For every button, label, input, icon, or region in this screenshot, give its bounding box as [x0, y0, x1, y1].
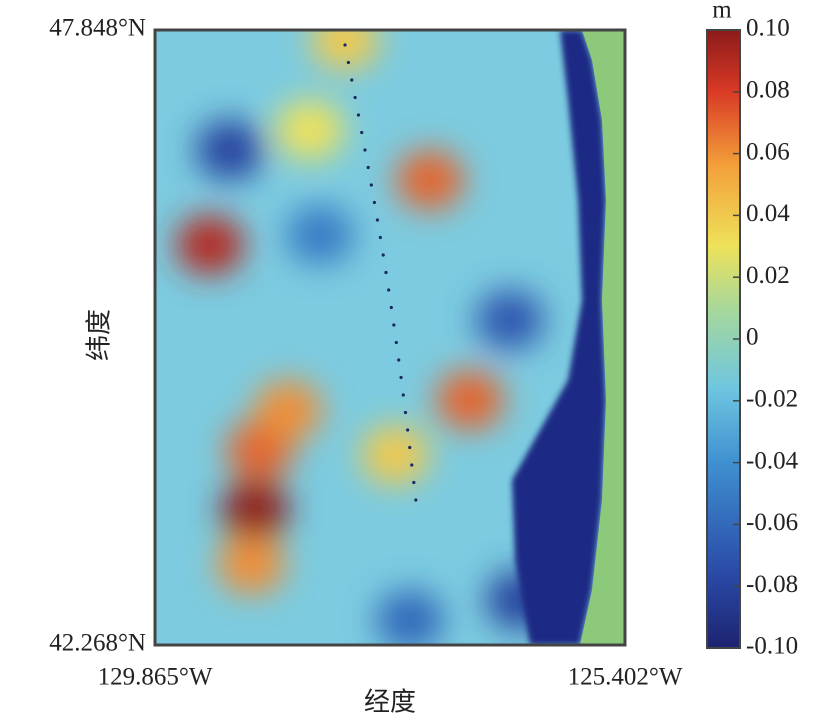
colorbar-tick-label: -0.06 [746, 509, 798, 536]
colorbar-tick-label: 0 [746, 324, 759, 351]
coastal-band [512, 30, 606, 645]
anomaly-center [175, 215, 244, 276]
y-tick-label: 42.268°N [49, 630, 146, 657]
track-dot [356, 113, 361, 117]
track-dot [350, 78, 354, 82]
colorbar-tick-label: -0.02 [746, 386, 798, 413]
anomaly-center [276, 99, 345, 160]
track-dot [343, 43, 347, 47]
anomaly-center [310, 30, 379, 71]
track-dot [397, 358, 401, 362]
track-dot [403, 410, 408, 415]
anomaly-center [375, 589, 444, 645]
anomaly-center [435, 369, 504, 430]
track-dot [408, 445, 412, 450]
track-dot [360, 130, 364, 135]
colorbar-tick-label: -0.10 [746, 633, 798, 660]
anomaly-center [286, 205, 355, 265]
anomaly-center [254, 380, 323, 441]
track-dot [372, 200, 377, 205]
track-dot [410, 463, 414, 467]
colorbar-tick-label: 0.08 [746, 77, 790, 104]
anomaly-center [395, 150, 464, 211]
track-dot [392, 323, 396, 327]
x-axis-label: 经度 [364, 688, 416, 718]
land [580, 30, 625, 645]
anomaly-center [476, 289, 545, 350]
plot-frame [153, 28, 627, 647]
track-dot [406, 428, 410, 432]
y-axis-label: 纬度 [85, 309, 115, 361]
track-dot [353, 95, 357, 100]
map [155, 30, 625, 645]
x-tick-label: 125.402°W [568, 664, 683, 691]
track-dot [387, 288, 391, 292]
track-dot [363, 148, 367, 152]
track-dot [366, 165, 370, 170]
track-dot [412, 480, 416, 485]
anomaly-center [217, 534, 286, 595]
track-dot [414, 498, 418, 502]
colorbar-tick-label: 0.04 [746, 200, 790, 227]
colorbar-tick-label: -0.04 [746, 447, 799, 474]
anomaly-center [221, 479, 290, 540]
anomaly-center [361, 424, 430, 485]
track-dot [381, 253, 385, 257]
colorbar-tick-label: 0.10 [746, 15, 790, 42]
track-dot [346, 60, 350, 65]
colorbar-tick-label: 0.02 [746, 262, 790, 289]
colorbar-label: m [712, 0, 732, 24]
track-dot [389, 305, 393, 310]
anomaly-center [195, 120, 264, 181]
track-dot [375, 218, 380, 222]
track [343, 43, 418, 502]
track-dot [378, 235, 382, 240]
colorbar-tick-label: 0.06 [746, 138, 790, 165]
x-tick-label: 129.865°W [98, 664, 213, 691]
colorbar-tick-label: -0.08 [746, 571, 798, 598]
y-tick-label: 47.848°N [49, 15, 146, 42]
track-dot [384, 270, 388, 275]
track-dot [399, 375, 403, 380]
track-dot [401, 393, 405, 397]
track-dot [394, 340, 398, 345]
track-dot [369, 183, 373, 187]
